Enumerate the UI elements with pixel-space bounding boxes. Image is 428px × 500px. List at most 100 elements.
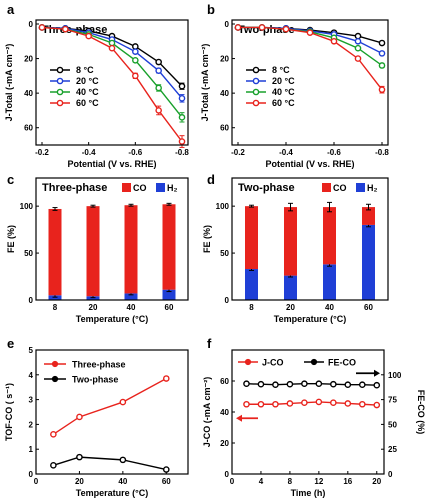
- data-point: [354, 44, 362, 52]
- data-point: [76, 453, 83, 461]
- x-tick-label: 20: [89, 303, 98, 312]
- legend-entry: 60 °C: [246, 98, 295, 108]
- data-point: [354, 32, 362, 40]
- y-tick-label: 4: [29, 371, 34, 380]
- data-point: [282, 25, 290, 33]
- plot-frame: [35, 19, 189, 146]
- legend-label: J-CO: [262, 358, 284, 368]
- legend-marker: [310, 358, 318, 366]
- bar-1: [362, 207, 375, 225]
- y-tick-label: 3: [29, 396, 34, 405]
- arrow-head: [374, 369, 380, 377]
- y-right-tick-label: 0: [388, 470, 393, 479]
- legend-marker: [56, 66, 64, 74]
- y-tick-label: 50: [24, 249, 33, 258]
- data-point: [85, 32, 92, 40]
- x-tick-label: 0: [230, 477, 235, 486]
- panel-letter: f: [207, 336, 212, 351]
- bar-0: [284, 275, 297, 300]
- legend-label: 20 °C: [272, 76, 295, 86]
- error-bar: [288, 202, 293, 212]
- legend-label: H₂: [367, 183, 378, 193]
- data-point: [272, 400, 279, 408]
- chart-panel-d: d Temperature (°C) FE (%) 0 50 100 8 20 40 60 Two-…: [202, 172, 389, 324]
- legend-label: 40 °C: [76, 87, 99, 97]
- legend-label: 60 °C: [272, 98, 295, 108]
- data-point: [155, 107, 162, 114]
- bar-1: [48, 208, 62, 296]
- legend-label: Two-phase: [72, 375, 118, 385]
- data-point: [62, 25, 69, 33]
- left-axis-arrow: [236, 414, 258, 422]
- data-point: [330, 37, 338, 45]
- x-tick-label: 40: [118, 477, 127, 486]
- x-tick-label: 0: [34, 477, 39, 486]
- data-point: [258, 24, 266, 31]
- data-point: [50, 462, 57, 469]
- series-0: [50, 375, 170, 438]
- legend-entry: 20 °C: [50, 76, 99, 86]
- y-tick-label: 2: [29, 420, 34, 429]
- legend-entry: H₂: [356, 183, 378, 193]
- x-axis-label: Temperature (°C): [76, 488, 148, 498]
- legend-label: 8 °C: [272, 65, 290, 75]
- data-point: [119, 456, 127, 464]
- legend-entry: H₂: [156, 183, 178, 193]
- legend-marker: [252, 88, 260, 96]
- data-point: [108, 44, 116, 52]
- error-bar: [366, 203, 371, 211]
- y-axis-label: J-Total (-mA cm⁻²): [200, 44, 210, 122]
- data-point: [132, 57, 139, 64]
- data-point: [286, 380, 294, 388]
- x-axis-label: Potential (V vs. RHE): [67, 159, 156, 169]
- right-axis-arrow: [356, 369, 380, 377]
- legend-marker: [252, 66, 260, 74]
- arrow-head: [236, 414, 242, 422]
- y-tick-label: 20: [220, 439, 229, 448]
- data-point: [257, 400, 265, 408]
- legend-entry: 60 °C: [50, 98, 99, 108]
- y-tick-label: 40: [220, 408, 229, 417]
- data-point: [378, 50, 386, 57]
- data-point: [155, 84, 162, 92]
- y-tick-label: 1: [29, 445, 34, 454]
- x-axis-label: Potential (V vs. RHE): [265, 159, 354, 169]
- chart-panel-b: b Potential (V vs. RHE) J-Total (-mA cm⁻²)…: [200, 2, 389, 169]
- legend-entry: Three-phase: [44, 360, 126, 370]
- x-tick-label: -0.8: [175, 148, 189, 157]
- data-point: [178, 114, 186, 121]
- y-tick-label: 0: [225, 296, 230, 305]
- data-point: [330, 380, 337, 388]
- x-tick-label: -0.2: [35, 148, 49, 157]
- series-0: [243, 398, 381, 409]
- y-tick-label: 0: [225, 20, 230, 29]
- legend-swatch: [356, 183, 365, 192]
- y-right-tick-label: 100: [388, 371, 402, 380]
- y-axis-label: TOF-CO ( s⁻¹): [4, 383, 14, 441]
- legend-entry: J-CO: [238, 358, 284, 368]
- error-bar: [128, 203, 134, 207]
- x-axis-label: Time (h): [291, 488, 326, 498]
- data-point: [257, 380, 265, 388]
- data-point: [378, 86, 386, 93]
- legend-label: H₂: [167, 183, 178, 193]
- bar-1: [86, 206, 100, 297]
- x-tick-label: -0.6: [327, 148, 341, 157]
- plot-frame: [231, 177, 389, 301]
- data-point: [76, 413, 83, 421]
- plot-frame: [231, 19, 389, 146]
- legend-marker: [56, 99, 64, 107]
- data-point: [50, 431, 57, 438]
- x-tick-label: 20: [372, 477, 381, 486]
- panel-letter: c: [7, 172, 14, 187]
- bar-1: [284, 207, 297, 276]
- y-tick-label: 0: [29, 296, 34, 305]
- error-bar: [249, 204, 254, 208]
- data-point: [344, 400, 352, 407]
- data-point: [243, 380, 250, 388]
- legend-marker: [51, 360, 59, 368]
- legend-entry: 20 °C: [246, 76, 295, 86]
- y-axis-label: J-Total (-mA cm⁻²): [4, 44, 14, 122]
- series-3: [234, 24, 386, 94]
- x-tick-label: 4: [259, 477, 264, 486]
